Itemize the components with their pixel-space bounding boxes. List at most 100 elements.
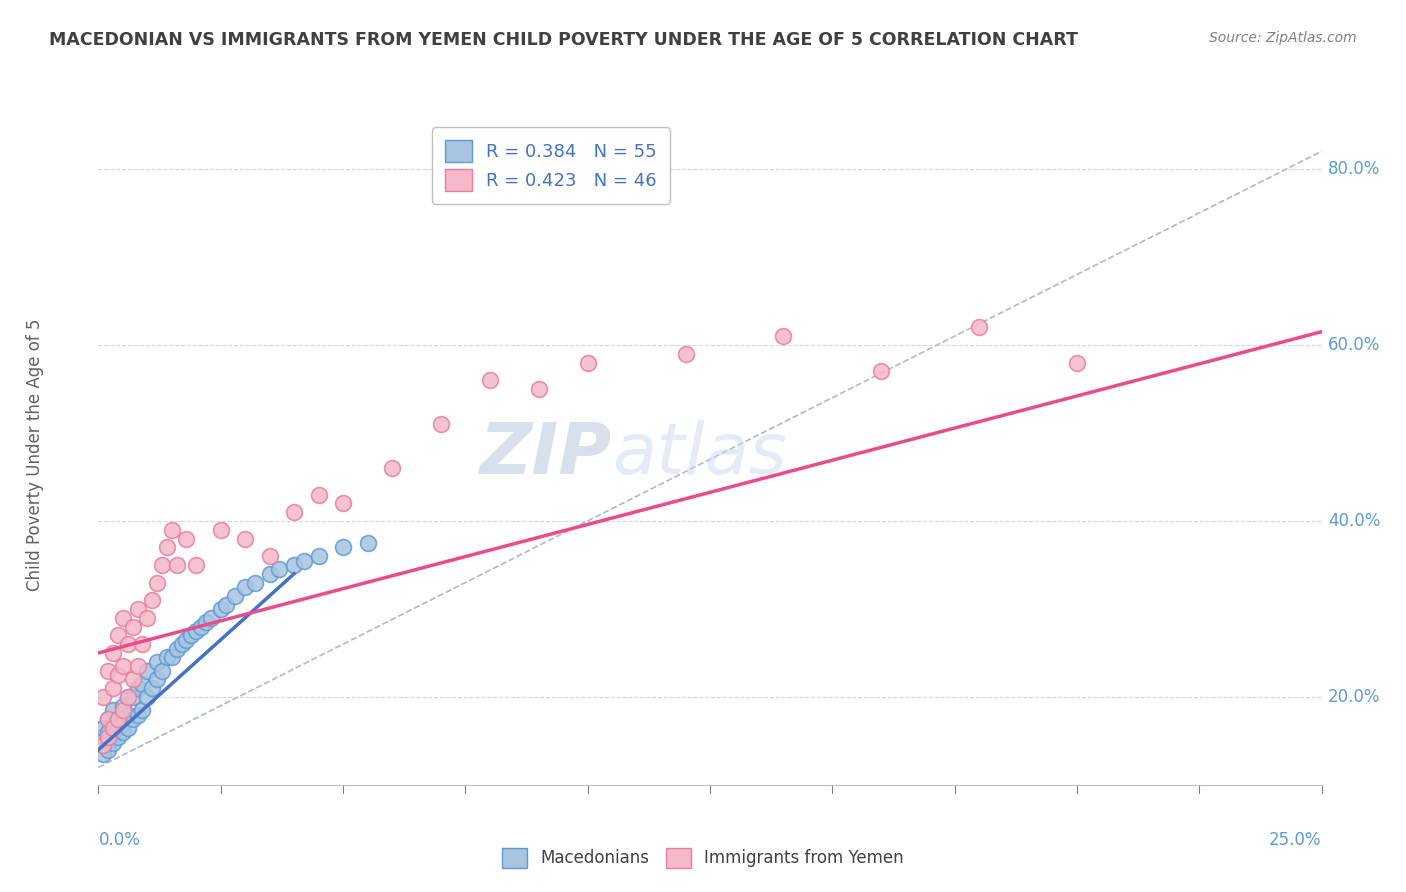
Point (243, 575, 266, 590)
Point (121, 690, 143, 704)
Point (107, 721, 129, 735)
Point (576, 355, 599, 369)
Text: atlas: atlas (612, 420, 787, 490)
Point (111, 703, 134, 717)
Point (111, 716, 134, 731)
Point (332, 496, 354, 510)
Point (121, 673, 143, 687)
Point (97, 725, 120, 739)
Point (91, 730, 114, 744)
Point (214, 598, 236, 612)
Text: ZIP: ZIP (479, 420, 612, 490)
Point (91, 739, 114, 753)
Text: 0.0%: 0.0% (98, 831, 141, 849)
Point (101, 736, 124, 750)
Point (101, 718, 124, 732)
Point (150, 664, 173, 678)
Point (107, 712, 129, 726)
Point (146, 575, 169, 590)
Point (101, 727, 124, 741)
Text: 80.0%: 80.0% (1327, 160, 1381, 178)
Legend: R = 0.384   N = 55, R = 0.423   N = 46: R = 0.384 N = 55, R = 0.423 N = 46 (432, 128, 669, 204)
Point (170, 637, 193, 651)
Point (117, 721, 139, 735)
Point (186, 558, 208, 572)
Point (101, 646, 124, 660)
Point (209, 523, 232, 537)
Point (772, 329, 794, 343)
Point (478, 373, 501, 387)
Point (430, 417, 453, 431)
Point (97, 712, 120, 726)
Text: Child Poverty Under the Age of 5: Child Poverty Under the Age of 5 (25, 318, 44, 591)
Point (176, 532, 198, 546)
Point (141, 681, 163, 695)
Point (292, 553, 315, 567)
Point (176, 632, 198, 647)
Point (308, 549, 330, 563)
Point (107, 628, 129, 642)
Point (259, 566, 281, 581)
Point (107, 712, 129, 726)
Point (233, 532, 256, 546)
Point (117, 637, 139, 651)
Point (131, 703, 153, 717)
Point (127, 659, 149, 673)
Point (91, 690, 114, 704)
Point (136, 611, 159, 625)
Point (308, 487, 330, 501)
Point (117, 690, 139, 704)
Point (186, 624, 208, 638)
Point (91, 747, 114, 761)
Point (136, 664, 159, 678)
Point (160, 523, 183, 537)
Point (146, 655, 169, 669)
Point (356, 536, 378, 550)
Text: 40.0%: 40.0% (1327, 512, 1381, 530)
Point (166, 558, 188, 572)
Point (111, 611, 134, 625)
Point (111, 659, 134, 673)
Point (195, 615, 218, 629)
Point (131, 677, 153, 691)
Point (97, 743, 120, 757)
Point (190, 619, 212, 633)
Text: 60.0%: 60.0% (1327, 336, 1381, 354)
Point (200, 611, 222, 625)
Point (156, 541, 179, 555)
Point (117, 690, 139, 704)
Point (107, 730, 129, 744)
Point (101, 703, 124, 717)
Point (156, 650, 179, 665)
Point (527, 382, 550, 396)
Point (1066, 355, 1088, 369)
Point (146, 673, 169, 687)
Text: 25.0%: 25.0% (1270, 831, 1322, 849)
Point (967, 320, 990, 334)
Point (136, 690, 159, 704)
Point (111, 698, 134, 713)
Point (97, 730, 120, 744)
Point (127, 681, 149, 695)
Point (224, 589, 246, 603)
Point (97, 712, 120, 726)
Point (101, 721, 124, 735)
Point (91, 721, 114, 735)
Point (127, 602, 149, 616)
Point (160, 650, 183, 665)
Legend: Macedonians, Immigrants from Yemen: Macedonians, Immigrants from Yemen (495, 841, 911, 875)
Point (283, 505, 305, 519)
Point (141, 593, 163, 607)
Point (283, 558, 305, 572)
Text: Source: ZipAtlas.com: Source: ZipAtlas.com (1209, 31, 1357, 45)
Point (180, 628, 202, 642)
Point (97, 734, 120, 748)
Point (209, 602, 232, 616)
Point (269, 562, 291, 576)
Point (131, 637, 153, 651)
Point (91, 739, 114, 753)
Text: 20.0%: 20.0% (1327, 688, 1381, 706)
Point (166, 641, 188, 656)
Point (233, 580, 256, 594)
Point (111, 725, 134, 739)
